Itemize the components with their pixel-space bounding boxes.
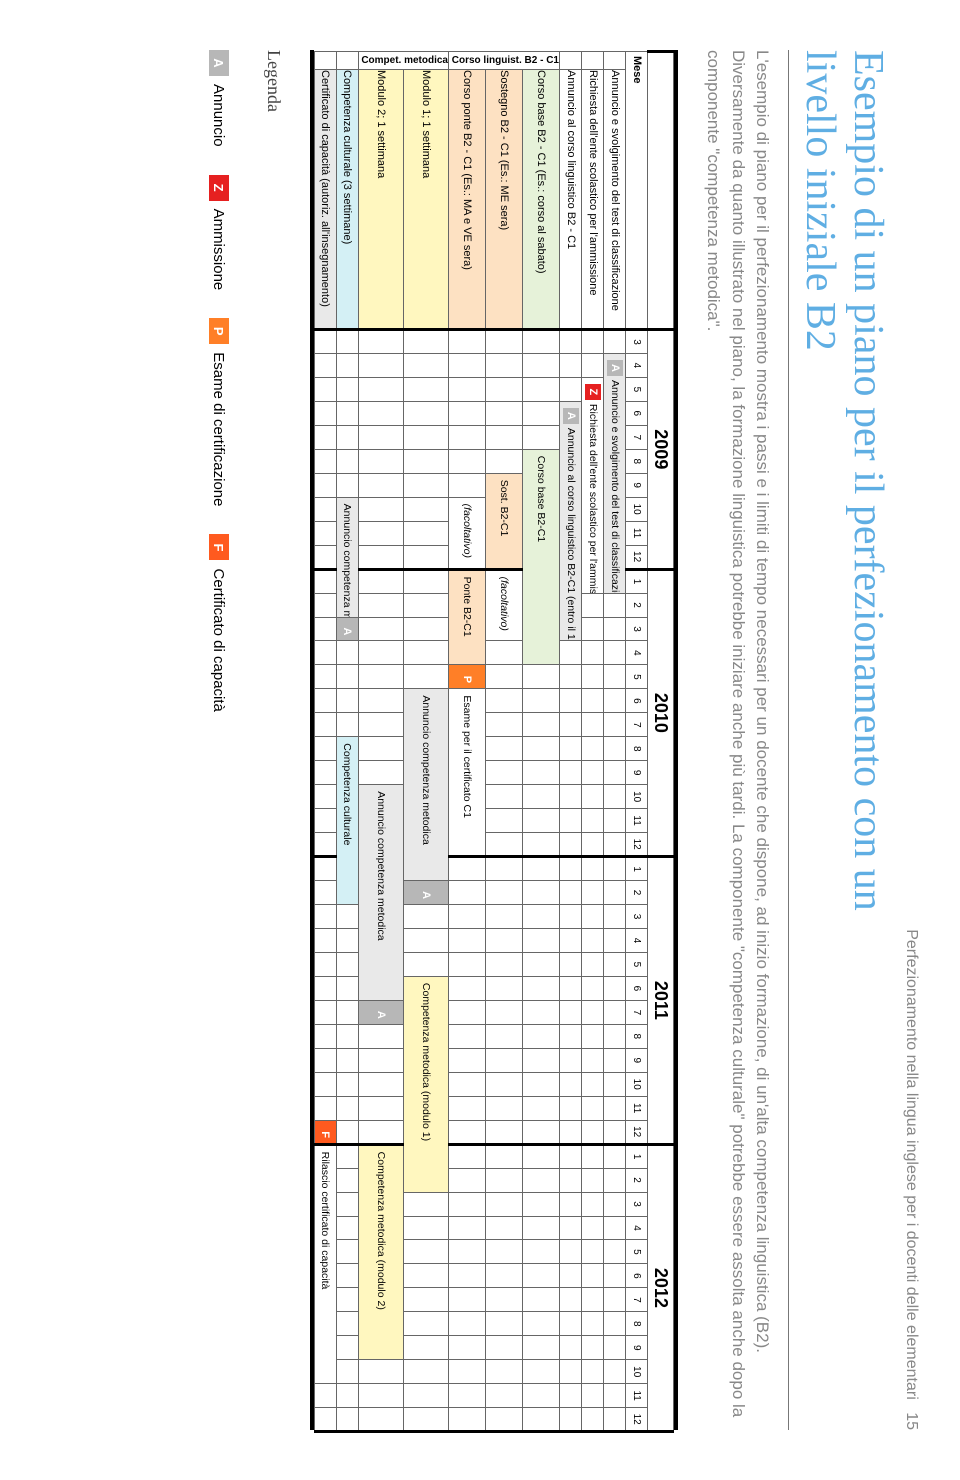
row-label: Modulo 1; 1 settimana (403, 70, 448, 330)
legend-swatch: P (209, 318, 229, 344)
year-header: 2012 (648, 1144, 674, 1432)
badge-a: A (418, 887, 434, 903)
table-row: Certificato di capacità (autoriz. all'in… (314, 52, 336, 1432)
gantt-bar: A (403, 881, 448, 905)
legend-label: Certificato di capacità (210, 568, 227, 711)
legend-swatch: A (209, 50, 229, 76)
table-row: Sostegno B2 - C1 (Es.: ME sera) Sost. B2-… (486, 52, 523, 1432)
gantt-chart: 2009201020112012Mese34567891011121234567… (310, 50, 679, 1430)
gantt-bar: Competenza metodica (modulo 1) (403, 976, 448, 1192)
badge-p: P (459, 671, 475, 687)
table-row: Modulo 2; 1 settimana Annuncio competenza… (358, 52, 403, 1432)
badge-z: Z (585, 384, 601, 400)
table-row: Richiesta dell'ente scolastico per l'amm… (582, 52, 604, 1432)
year-header: 2010 (648, 569, 674, 857)
gantt-bar: Competenza culturale (336, 737, 358, 905)
badge-a: A (339, 624, 355, 640)
row-label: Annuncio e svolgimento del test di class… (604, 70, 626, 330)
table-row: Corso ponte B2 - C1 (Es.: MA e VE sera) (… (449, 52, 486, 1432)
side-category-label: Compet. metodica (358, 52, 449, 70)
page-title: Esempio di un piano per il perfezionamen… (795, 50, 892, 1430)
year-header: 2011 (648, 857, 674, 1145)
table-row: Annuncio e svolgimento del test di class… (604, 52, 626, 1432)
year-header: 2009 (648, 330, 674, 570)
table-row: Compet. metodicaModulo 1; 1 settimanaAnn… (403, 52, 448, 1432)
row-label: Sostegno B2 - C1 (Es.: ME sera) (486, 70, 523, 330)
row-label: Corso ponte B2 - C1 (Es.: MA e VE sera) (449, 70, 486, 330)
intro-paragraph: L'esempio di piano per il perfezionament… (700, 50, 774, 1430)
title-line-1: Esempio di un piano per il perfezionamen… (845, 50, 891, 911)
title-underline (788, 50, 789, 1430)
page-number: 15 (903, 1412, 920, 1430)
gantt-bar: Rilascio certificato di capacità (314, 1144, 336, 1384)
legend-item: A Annuncio (209, 50, 229, 147)
badge-a: A (563, 408, 579, 424)
side-category-label: Corso linguist. B2 - C1 (449, 52, 560, 70)
page-content: Perfezionamento nella lingua inglese per… (0, 0, 960, 1480)
legend-label: Esame di certificazione (210, 352, 227, 506)
mese-label: Mese (626, 52, 648, 330)
gantt-bar: Corso base B2-C1 (523, 449, 560, 665)
title-line-2: livello iniziale B2 (797, 50, 843, 351)
legend-item: F Certificato di capacità (209, 534, 229, 711)
badge-a: A (373, 1007, 389, 1023)
gantt-bar: A (358, 1000, 403, 1024)
badge-f: F (317, 1127, 333, 1143)
gantt-bar: A (336, 617, 358, 641)
row-label: Annuncio al corso linguistico B2 - C1 (560, 70, 582, 330)
gantt-bar: Annuncio competenza metodica (358, 785, 403, 1001)
row-label: Certificato di capacità (autoriz. all'in… (314, 70, 336, 330)
row-label: Richiesta dell'ente scolastico per l'amm… (582, 70, 604, 330)
gantt-bar: P (449, 665, 486, 689)
table-row: Annuncio al corso linguistico B2 - C1 AAn… (560, 52, 582, 1432)
gantt-bar: Ponte B2-C1 (449, 569, 486, 665)
legend-items: A Annuncio Z Ammissione P Esame di certificaz… (209, 50, 229, 712)
gantt-bar: (facoltativo) (449, 497, 486, 569)
gantt-bar: Annuncio competenza metodica (403, 689, 448, 881)
legend: Legenda A Annuncio Z Ammissione P Esame di ce… (209, 50, 284, 1430)
row-label: Competenza culturale (3 settimane) (336, 70, 358, 330)
running-head-text: Perfezionamento nella lingua inglese per… (903, 929, 920, 1400)
gantt-bar: Competenza metodica (modulo 2) (358, 1144, 403, 1360)
legend-swatch: F (209, 534, 229, 560)
legend-label: Ammissione (210, 209, 227, 291)
badge-a: A (607, 360, 623, 376)
legend-label: Annuncio (210, 84, 227, 147)
row-label: Modulo 2; 1 settimana (358, 70, 403, 330)
legend-item: P Esame di certificazione (209, 318, 229, 506)
gantt-bar: AAnnuncio al corso linguistico B2-C1 (en… (560, 401, 582, 641)
table-row: Corso linguist. B2 - C1Corso base B2 - C… (523, 52, 560, 1432)
gantt-bar: ZRichiesta dell'ente scolastico per l'am… (582, 377, 604, 593)
gantt-bar: F (314, 1120, 336, 1144)
gantt-bar: (facoltativo) (486, 569, 523, 641)
running-head: Perfezionamento nella lingua inglese per… (902, 50, 920, 1430)
gantt-table: 2009201020112012Mese34567891011121234567… (314, 50, 675, 1433)
table-row: Competenza culturale (3 settimane) Annunc… (336, 52, 358, 1432)
gantt-bar: Annuncio competenza metodica (336, 497, 358, 617)
legend-swatch: Z (209, 175, 229, 201)
row-label: Corso base B2 - C1 (Es.: corso al sabato… (523, 70, 560, 330)
legend-heading: Legenda (263, 50, 284, 1430)
gantt-bar: Sost. B2-C1 (486, 473, 523, 569)
gantt-bar: AAnnuncio e svolgimento del test di clas… (604, 353, 626, 593)
gantt-bar: Esame per il certificato C1 (449, 689, 486, 857)
legend-item: Z Ammissione (209, 175, 229, 291)
